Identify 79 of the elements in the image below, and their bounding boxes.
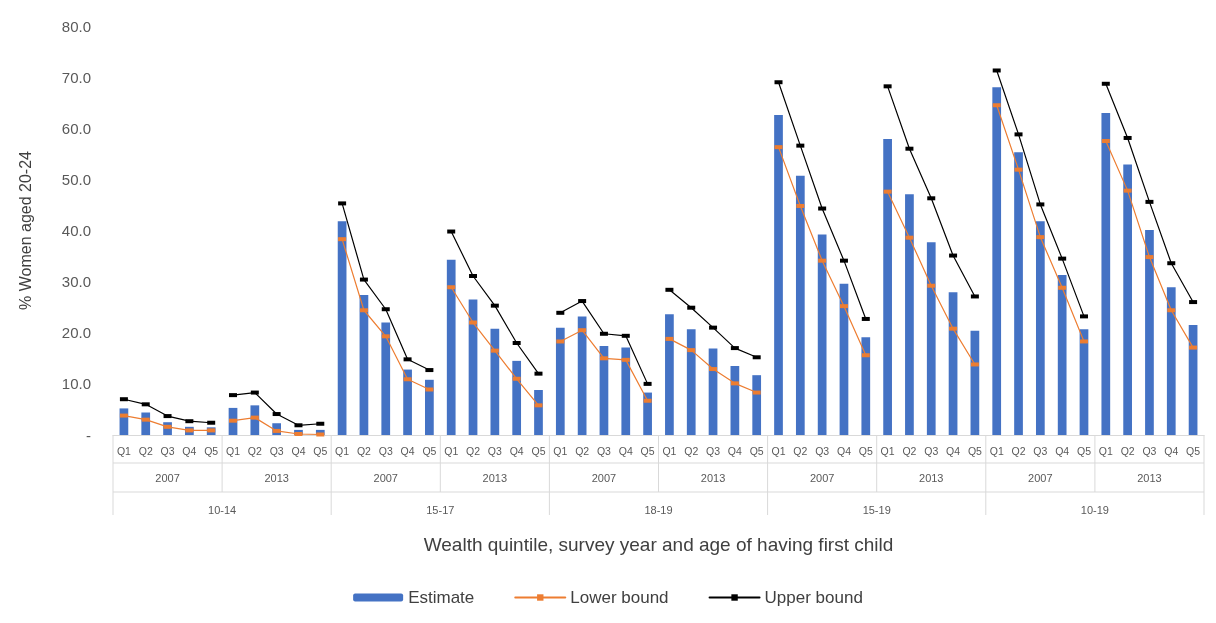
x-tick-label: Q2: [575, 444, 590, 457]
x-tick-label: Q1: [1098, 444, 1113, 457]
text: 2007: [373, 472, 398, 484]
x-tick-label: Q1: [553, 444, 568, 457]
x-tick-label: Q4: [946, 444, 961, 457]
text: 2007: [1028, 472, 1053, 484]
y-tick-label: 30.0: [61, 273, 91, 291]
x-tick-label: Q3: [706, 444, 721, 457]
text: 15-19: [862, 504, 891, 516]
y-tick-label: 60.0: [61, 119, 91, 137]
y-tick-label: 50.0: [61, 170, 91, 188]
x-tick-label: Q4: [836, 444, 852, 457]
text: 10-14: [208, 504, 237, 516]
x-tick-label: Q3: [596, 444, 612, 457]
x-tick-label: Q3: [924, 444, 939, 457]
x-tick-label: Q2: [1120, 444, 1135, 457]
y-tick-label: 20.0: [61, 324, 91, 342]
x-tick-label: Q2: [793, 444, 808, 457]
text: 2013: [1137, 472, 1162, 484]
text: 2013: [700, 472, 726, 484]
text: 15-17: [426, 504, 455, 516]
x-tick-label: Q2: [684, 444, 699, 457]
x-tick-label: Q1: [989, 444, 1004, 457]
y-tick-label: 10.0: [61, 375, 91, 393]
x-tick-label: Q4: [1055, 444, 1070, 457]
y-axis-title: % Women aged 20-24: [16, 150, 34, 310]
y-tick-label: 40.0: [61, 222, 91, 239]
x-tick-label: Q1: [880, 444, 895, 457]
legend-label: Upper bound: [764, 588, 863, 607]
x-tick-label: Q5: [1186, 444, 1201, 457]
x-tick-label: Q2: [902, 444, 917, 457]
x-tick-label: Q5: [422, 444, 437, 457]
text: 2007: [809, 472, 835, 484]
x-tick-label: Q2: [466, 444, 481, 457]
x-tick-label: Q4: [400, 444, 415, 457]
y-tick-label: -: [86, 426, 91, 444]
x-tick-label: Q5: [749, 444, 764, 457]
x-tick-label: Q4: [727, 444, 743, 457]
x-tick-label: Q5: [640, 444, 655, 457]
x-tick-label: Q5: [967, 444, 983, 457]
text: 10-19: [1080, 504, 1109, 516]
x-tick-label: Q3: [160, 444, 175, 457]
x-tick-label: Q1: [771, 444, 786, 457]
legend-label: Lower bound: [570, 588, 669, 607]
x-tick-label: Q3: [378, 444, 393, 457]
text: 2013: [264, 472, 289, 484]
text: 2013: [482, 472, 508, 484]
x-tick-label: Q3: [1142, 444, 1157, 457]
x-tick-label: Q4: [509, 444, 524, 457]
x-tick-label: Q3: [1033, 444, 1048, 457]
text: 2007: [155, 472, 180, 484]
x-tick-label: Q3: [487, 444, 503, 457]
x-tick-label: Q3: [269, 444, 284, 457]
y-tick-label: 70.0: [61, 68, 91, 86]
x-tick-label: Q4: [1164, 444, 1179, 457]
text: 18-19: [644, 504, 673, 516]
x-tick-label: Q5: [858, 444, 873, 457]
text: 2013: [919, 472, 944, 484]
x-tick-label: Q5: [313, 444, 328, 457]
x-tick-label: Q3: [815, 444, 830, 457]
x-tick-label: Q2: [356, 444, 372, 457]
x-tick-label: Q1: [662, 444, 677, 457]
x-tick-label: Q5: [1076, 444, 1092, 457]
x-tick-label: Q1: [335, 444, 350, 457]
x-tick-label: Q4: [182, 444, 197, 457]
legend-label: Estimate: [408, 588, 475, 607]
x-tick-label: Q1: [226, 444, 241, 457]
x-tick-label: Q2: [1011, 444, 1026, 457]
x-tick-label: Q5: [531, 444, 546, 457]
x-axis-title: Wealth quintile, survey year and age of having first child: [423, 534, 894, 555]
x-tick-label: Q4: [618, 444, 633, 457]
x-tick-label: Q1: [116, 444, 132, 457]
x-tick-label: Q2: [247, 444, 262, 457]
x-tick-label: Q5: [204, 444, 219, 457]
x-tick-label: Q1: [444, 444, 459, 457]
y-tick-label: 80.0: [61, 17, 91, 35]
x-tick-label: Q2: [138, 444, 153, 457]
x-tick-label: Q4: [291, 444, 306, 457]
text: 2007: [591, 472, 617, 484]
